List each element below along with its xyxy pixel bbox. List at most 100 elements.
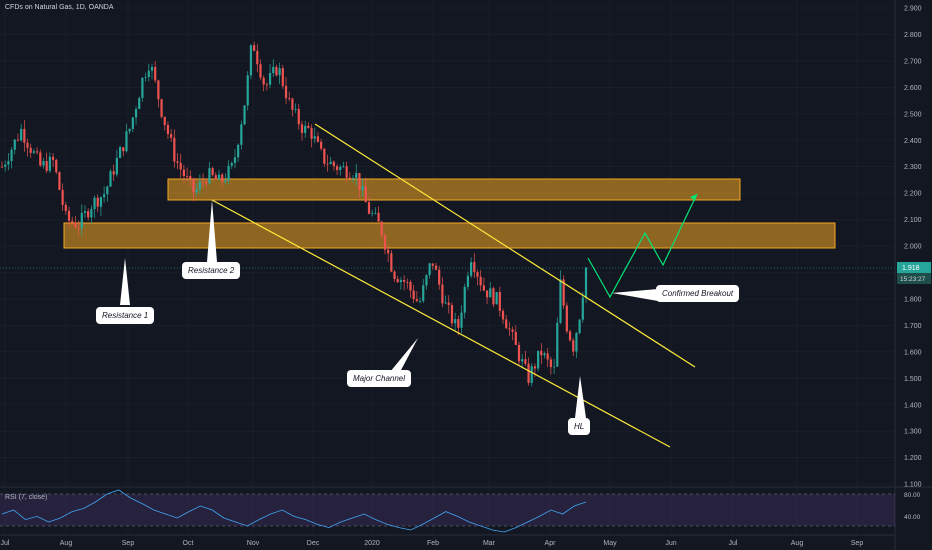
candle-body (42, 161, 45, 166)
hl-pointer (575, 376, 586, 418)
candle-body (466, 275, 470, 287)
time-tick-label: Sep (851, 540, 864, 547)
candle-body (463, 286, 466, 313)
candle-body (335, 166, 339, 171)
candle-body (476, 272, 479, 277)
time-tick-label: Aug (791, 540, 804, 547)
candle-body (272, 66, 275, 74)
time-tick-label: Jun (665, 540, 676, 547)
candle-body (125, 131, 128, 152)
candle-body (275, 66, 278, 76)
price-tick-label: 1.600 (904, 349, 922, 356)
candle-body (106, 186, 109, 195)
candle-body (185, 176, 189, 177)
candle-body (26, 142, 29, 148)
candle-body (412, 290, 415, 300)
candle-body (122, 147, 125, 152)
candle-body (374, 212, 377, 214)
candle-body (64, 204, 67, 211)
candle-body (358, 172, 361, 191)
candle-body (115, 157, 118, 175)
candle-body (55, 159, 58, 173)
price-tick-label: 2.600 (904, 85, 922, 92)
candle-body (144, 76, 147, 78)
candle-body (575, 332, 578, 352)
candle-body (501, 310, 505, 320)
candle-body (540, 350, 543, 356)
candle-body (533, 366, 537, 369)
candle-body (13, 139, 16, 150)
candle-body (428, 263, 431, 276)
candle-body (20, 128, 23, 141)
price-tick-label: 2.100 (904, 217, 922, 224)
breakout-pointer (612, 289, 658, 301)
candle-body (297, 109, 300, 125)
candle-body (565, 305, 568, 332)
candle-body (300, 124, 304, 133)
candle-body (74, 222, 77, 228)
candle-body (214, 175, 217, 180)
rsi-line (1, 489, 587, 533)
candlestick-series (0, 41, 588, 387)
rsi-label: RSI (7, close) (5, 494, 48, 501)
candle-body (402, 280, 406, 282)
candle-body (80, 212, 83, 229)
horizontal-gridlines (0, 7, 895, 485)
candle-body (157, 80, 160, 100)
price-tag-box (897, 262, 931, 273)
price-tick-label: 2.000 (904, 244, 922, 251)
candle-body (556, 322, 559, 367)
candle-body (291, 98, 294, 110)
candle-body (470, 262, 473, 276)
callout-confirmed-breakout: Confirmed Breakout (656, 285, 740, 302)
candle-body (48, 156, 51, 171)
candle-body (495, 292, 498, 305)
callout-major-channel: Major Channel (347, 370, 412, 387)
candle-body (431, 263, 434, 266)
candle-body (61, 189, 64, 205)
candle-body (147, 70, 150, 77)
candle-body (581, 297, 584, 320)
candle-body (195, 189, 198, 193)
candle-body (217, 174, 221, 180)
price-tag-value: 1.918 (902, 265, 920, 272)
candle-body (211, 168, 214, 176)
candle-body (479, 276, 482, 286)
candle-body (447, 302, 450, 306)
candle-body (387, 249, 390, 254)
candle-body (112, 171, 115, 175)
time-tick-label: Feb (427, 540, 439, 547)
candle-body (45, 161, 48, 171)
candle-body (87, 211, 90, 218)
candle-body (249, 45, 253, 76)
rsi-level-80: 80.00 (904, 492, 921, 499)
price-tick-label: 2.500 (904, 111, 922, 118)
candle-body (176, 161, 179, 163)
candle-body (473, 262, 476, 273)
candle-body (281, 68, 284, 86)
candle-body (208, 168, 211, 184)
candle-body (224, 180, 227, 182)
candle-body (514, 331, 517, 345)
price-tick-label: 1.200 (904, 455, 922, 462)
candle-body (406, 281, 409, 283)
candle-body (511, 329, 514, 332)
rsi-level-40: 40.00 (904, 514, 921, 521)
time-tick-label: Aug (60, 540, 73, 547)
candle-body (361, 186, 364, 191)
vertical-gridlines (4, 0, 858, 535)
candle-body (307, 125, 310, 128)
candle-body (348, 177, 351, 179)
candle-body (323, 148, 326, 164)
price-tick-label: 2.900 (904, 6, 922, 13)
candle-body (409, 281, 412, 291)
candle-body (489, 288, 492, 298)
candle-body (568, 331, 572, 341)
price-tick-label: 2.300 (904, 164, 922, 171)
channel-lower-line (211, 199, 671, 448)
major-channel-pointer (390, 338, 418, 372)
time-tick-label: Jul (729, 540, 738, 547)
candle-body (332, 161, 335, 167)
candle-body (67, 210, 71, 221)
